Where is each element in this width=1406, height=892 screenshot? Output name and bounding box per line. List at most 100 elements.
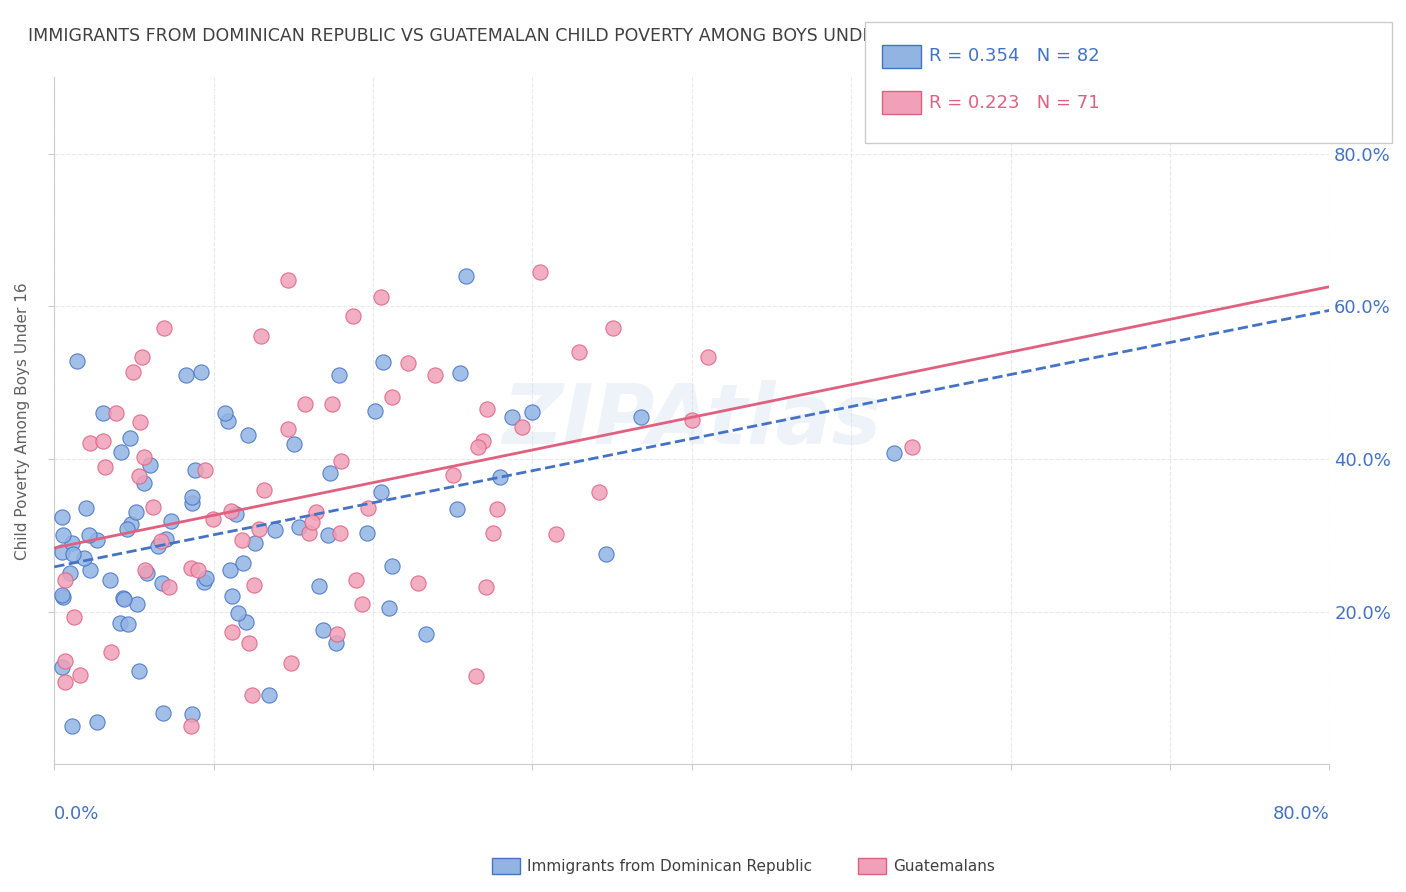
Point (449, 366, 471, 380)
Point (66, 354, 89, 368)
Point (235, 615, 257, 629)
Point (149, 533, 172, 548)
Point (219, 504, 242, 518)
Point (181, 496, 204, 510)
Point (51, 545, 73, 559)
Point (456, 268, 478, 283)
Point (59, 566, 82, 580)
Point (53, 675, 76, 690)
Point (308, 579, 330, 593)
Point (75, 501, 97, 516)
Point (51, 659, 73, 673)
Point (529, 264, 551, 278)
Point (378, 600, 401, 615)
Point (138, 458, 160, 472)
Point (883, 446, 905, 460)
Point (155, 532, 177, 546)
Point (381, 558, 404, 573)
Point (94, 459, 117, 474)
Point (77, 528, 100, 542)
Point (112, 591, 135, 606)
Point (146, 539, 169, 553)
Point (176, 368, 198, 382)
Point (134, 563, 156, 577)
Point (127, 597, 149, 611)
Point (193, 575, 215, 590)
Point (142, 500, 165, 514)
Point (180, 561, 202, 575)
Point (298, 525, 321, 540)
Point (195, 571, 218, 585)
Point (202, 512, 225, 526)
Point (344, 573, 367, 587)
Point (132, 450, 155, 464)
Point (406, 576, 429, 591)
Point (124, 504, 146, 518)
Point (240, 688, 263, 702)
Point (62, 547, 84, 561)
Point (86, 533, 108, 547)
Point (52, 528, 75, 542)
Point (602, 321, 624, 335)
Point (396, 356, 419, 370)
Point (283, 437, 305, 451)
Point (277, 273, 299, 287)
Point (305, 505, 328, 519)
Point (520, 405, 543, 419)
Point (485, 502, 508, 516)
Point (231, 533, 253, 547)
Point (697, 351, 720, 365)
Point (370, 485, 392, 500)
Point (221, 589, 243, 603)
Point (423, 368, 446, 382)
Point (214, 406, 236, 420)
Point (280, 656, 302, 670)
Point (232, 556, 254, 570)
Point (373, 355, 395, 369)
Point (118, 431, 141, 445)
Point (117, 617, 139, 632)
Point (316, 527, 339, 541)
Point (180, 719, 202, 733)
Point (226, 606, 249, 620)
Point (352, 597, 374, 611)
Point (221, 624, 243, 639)
Point (69, 668, 91, 682)
Point (53, 573, 76, 587)
Point (319, 466, 342, 480)
Text: IMMIGRANTS FROM DOMINICAN REPUBLIC VS GUATEMALAN CHILD POVERTY AMONG BOYS UNDER : IMMIGRANTS FROM DOMINICAN REPUBLIC VS GU… (28, 27, 1108, 45)
Point (465, 669, 488, 683)
Point (471, 434, 494, 448)
Point (329, 526, 352, 541)
Point (342, 309, 364, 323)
Text: R = 0.354   N = 82: R = 0.354 N = 82 (929, 47, 1099, 65)
Point (131, 350, 153, 364)
Text: R = 0.223   N = 71: R = 0.223 N = 71 (929, 94, 1099, 112)
Point (157, 580, 180, 594)
Point (415, 626, 437, 640)
Point (264, 524, 287, 538)
Point (160, 514, 183, 528)
Point (475, 580, 498, 594)
Point (51, 588, 73, 602)
Point (329, 454, 352, 468)
Point (630, 409, 652, 424)
Text: 80.0%: 80.0% (1272, 805, 1329, 823)
Point (105, 406, 128, 420)
Point (595, 548, 617, 562)
Point (187, 563, 209, 577)
Point (91, 434, 114, 449)
Point (72, 551, 94, 566)
Text: Guatemalans: Guatemalans (893, 859, 994, 873)
Point (294, 396, 316, 410)
Point (238, 636, 260, 650)
Point (257, 688, 280, 702)
Point (219, 563, 242, 577)
Point (52, 590, 75, 604)
Point (121, 365, 143, 379)
Point (381, 390, 404, 404)
Y-axis label: Child Poverty Among Boys Under 16: Child Poverty Among Boys Under 16 (15, 282, 30, 559)
Point (489, 470, 512, 484)
Point (356, 525, 378, 540)
Point (510, 420, 533, 434)
